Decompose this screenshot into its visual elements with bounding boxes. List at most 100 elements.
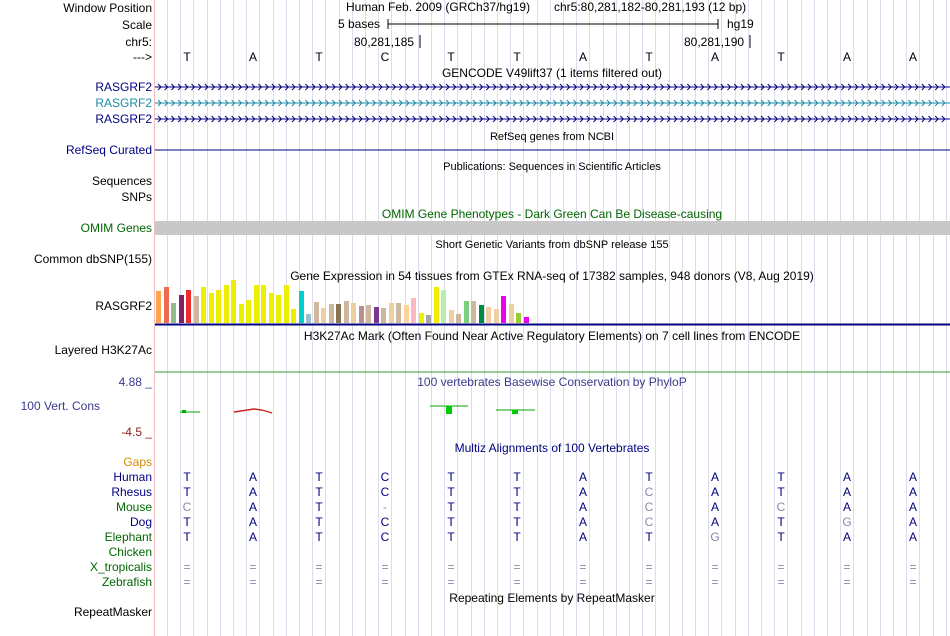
gtex-tissue-bar[interactable] <box>156 291 161 323</box>
phylop-track-title[interactable]: 100 vertebrates Basewise Conservation by… <box>417 375 686 389</box>
alignment-base: A <box>573 500 593 514</box>
gtex-tissue-bar[interactable] <box>164 287 169 323</box>
gtex-tissue-bar[interactable] <box>434 287 439 323</box>
base-letter: T <box>507 50 527 64</box>
gtex-track-title[interactable]: Gene Expression in 54 tissues from GTEx … <box>290 269 814 283</box>
alignment-base: T <box>441 485 461 499</box>
gencode-track-title[interactable]: GENCODE V49lift37 (1 items filtered out) <box>442 66 662 80</box>
base-letter: A <box>705 50 725 64</box>
alignment-base: A <box>243 500 263 514</box>
alignment-base: = <box>177 560 197 574</box>
gtex-tissue-bar[interactable] <box>426 315 431 323</box>
gtex-tissue-bar[interactable] <box>231 280 236 323</box>
gtex-tissue-bar[interactable] <box>524 317 529 323</box>
gtex-tissue-bar[interactable] <box>284 285 289 323</box>
gtex-tissue-bar[interactable] <box>261 285 266 323</box>
gtex-tissue-bar[interactable] <box>201 287 206 323</box>
alignment-base: = <box>837 560 857 574</box>
h3k27ac-track-title[interactable]: H3K27Ac Mark (Often Found Near Active Re… <box>304 329 800 343</box>
gtex-tissue-bar[interactable] <box>186 290 191 323</box>
multiz-track-title[interactable]: Multiz Alignments of 100 Vertebrates <box>455 441 650 455</box>
gtex-tissue-bar[interactable] <box>216 290 221 323</box>
alignment-base: T <box>507 470 527 484</box>
publications-track-title[interactable]: Publications: Sequences in Scientific Ar… <box>443 160 661 174</box>
gtex-tissue-bar[interactable] <box>374 307 379 323</box>
alignment-base: C <box>375 515 395 529</box>
omim-track-title[interactable]: OMIM Gene Phenotypes - Dark Green Can Be… <box>382 207 722 221</box>
alignment-base: T <box>309 515 329 529</box>
alignment-base: C <box>177 500 197 514</box>
gtex-tissue-bar[interactable] <box>441 290 446 323</box>
alignment-base: C <box>771 500 791 514</box>
gtex-tissue-bar[interactable] <box>359 306 364 323</box>
alignment-base: A <box>903 530 923 544</box>
gtex-tissue-bar[interactable] <box>179 295 184 323</box>
alignment-base: T <box>507 515 527 529</box>
gtex-tissue-bar[interactable] <box>464 301 469 323</box>
gtex-tissue-bar[interactable] <box>269 293 274 323</box>
gtex-tissue-bar[interactable] <box>501 296 506 323</box>
gtex-tissue-bar[interactable] <box>494 309 499 323</box>
alignment-base: T <box>177 530 197 544</box>
gtex-tissue-bar[interactable] <box>329 304 334 323</box>
gencode-transcript-1[interactable] <box>155 84 950 90</box>
gtex-tissue-bar[interactable] <box>486 307 491 323</box>
gtex-tissue-bar[interactable] <box>509 304 514 323</box>
alignment-base: = <box>309 560 329 574</box>
gencode-transcript-2[interactable] <box>155 100 950 106</box>
alignment-base: = <box>441 575 461 589</box>
alignment-base: = <box>771 560 791 574</box>
gtex-tissue-bar[interactable] <box>516 313 521 323</box>
gtex-tissue-bar[interactable] <box>396 303 401 323</box>
gtex-tissue-bar[interactable] <box>254 285 259 323</box>
gtex-tissue-bar[interactable] <box>479 305 484 323</box>
gtex-tissue-bar[interactable] <box>449 310 454 323</box>
gencode-transcript-3[interactable] <box>155 116 950 122</box>
alignment-base: = <box>375 560 395 574</box>
gtex-tissue-bar[interactable] <box>246 300 251 323</box>
gtex-tissue-bar[interactable] <box>171 303 176 323</box>
gtex-tissue-bar[interactable] <box>321 308 326 323</box>
gtex-tissue-bar[interactable] <box>404 305 409 323</box>
scale-bar <box>388 19 718 29</box>
alignment-base: = <box>837 575 857 589</box>
gtex-tissue-bar[interactable] <box>471 301 476 323</box>
gtex-tissue-bar[interactable] <box>336 304 341 323</box>
alignment-base: C <box>375 470 395 484</box>
gtex-tissue-bar[interactable] <box>306 314 311 323</box>
omim-gene-bar[interactable] <box>155 221 950 235</box>
gtex-tissue-bar[interactable] <box>419 313 424 323</box>
alignment-base: T <box>507 500 527 514</box>
refseq-track-title[interactable]: RefSeq genes from NCBI <box>490 130 614 144</box>
dbsnp-track-title[interactable]: Short Genetic Variants from dbSNP releas… <box>435 238 668 252</box>
gtex-tissue-bar[interactable] <box>299 291 304 323</box>
gtex-tissue-bar[interactable] <box>351 303 356 323</box>
gtex-tissue-bar[interactable] <box>194 296 199 323</box>
gtex-tissue-bar[interactable] <box>276 295 281 323</box>
gtex-tissue-bar[interactable] <box>456 314 461 323</box>
gtex-tissue-bar[interactable] <box>381 308 386 323</box>
gtex-tissue-bar[interactable] <box>344 301 349 323</box>
alignment-base: A <box>243 515 263 529</box>
coord-right: 80,281,190 <box>684 35 744 49</box>
base-letter: A <box>837 50 857 64</box>
alignment-base: A <box>243 470 263 484</box>
gtex-tissue-bar[interactable] <box>366 305 371 323</box>
gtex-tissue-bar[interactable] <box>389 303 394 323</box>
gtex-tissue-bar[interactable] <box>411 298 416 323</box>
gtex-tissue-bar[interactable] <box>224 285 229 323</box>
alignment-base: T <box>639 470 659 484</box>
alignment-base: = <box>705 560 725 574</box>
alignment-base: = <box>639 560 659 574</box>
alignment-base: = <box>771 575 791 589</box>
gtex-tissue-bar[interactable] <box>239 304 244 323</box>
gtex-tissue-bar[interactable] <box>314 302 319 323</box>
gtex-tissue-bar[interactable] <box>291 309 296 323</box>
phylop-signal[interactable] <box>180 406 535 414</box>
repeatmasker-track-title[interactable]: Repeating Elements by RepeatMasker <box>449 591 654 605</box>
alignment-base: A <box>705 485 725 499</box>
alignment-base: T <box>507 530 527 544</box>
base-letter: A <box>243 50 263 64</box>
base-letter: T <box>771 50 791 64</box>
gtex-tissue-bar[interactable] <box>209 293 214 323</box>
